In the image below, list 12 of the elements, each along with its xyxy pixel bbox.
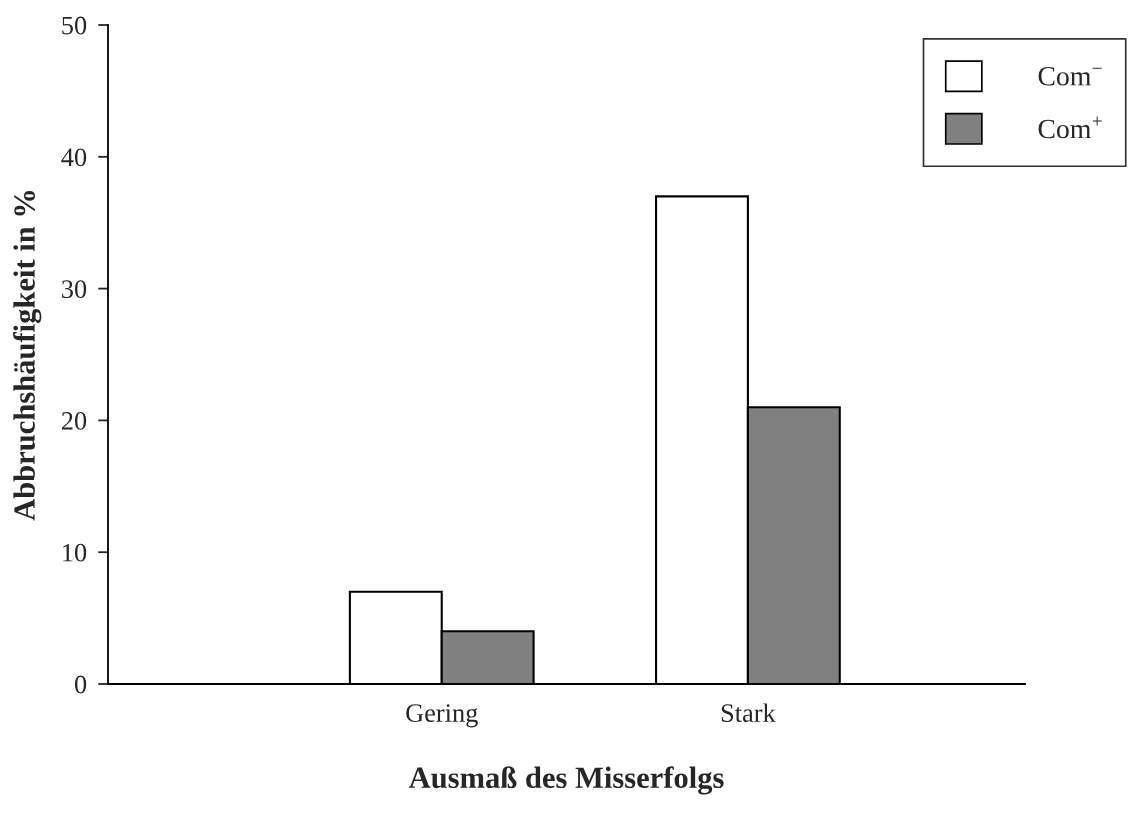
x-tick-label: Stark <box>721 703 776 723</box>
y-tick-label: 0 <box>74 675 87 694</box>
y-tick-label: 50 <box>62 16 87 35</box>
y-tick-label: 10 <box>63 543 87 562</box>
y-tick-label: 30 <box>62 280 87 299</box>
legend-label: Com$^{+}$ <box>1038 116 1102 139</box>
x-axis-title: Ausmaß des Misserfolgs <box>408 766 724 795</box>
y-axis-title: Abbruchshäufigkeit in % <box>13 190 42 521</box>
y-tick-label: 20 <box>61 412 87 430</box>
y-tick-label: 40 <box>61 148 87 167</box>
legend-label: Com$^{−}$ <box>1038 66 1102 86</box>
x-tick-label: Gering <box>406 704 478 728</box>
